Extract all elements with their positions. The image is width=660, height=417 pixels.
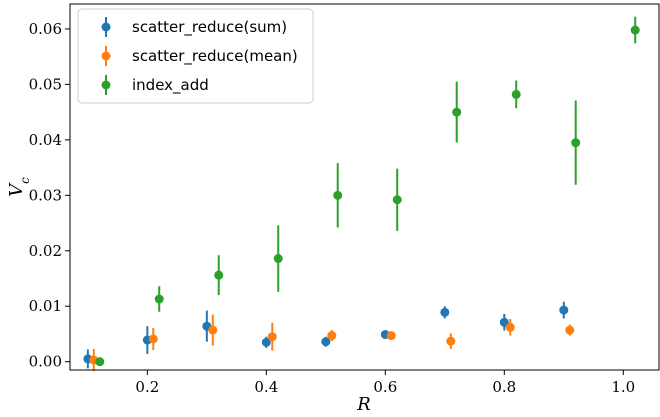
data-point bbox=[273, 254, 283, 264]
y-tick-label: 0.03 bbox=[29, 186, 62, 204]
legend: scatter_reduce(sum) scatter_reduce(mean)i… bbox=[77, 8, 314, 104]
legend-label: scatter_reduce(mean) bbox=[132, 47, 298, 66]
data-point bbox=[214, 270, 224, 280]
data-point bbox=[440, 307, 450, 317]
data-point bbox=[386, 331, 396, 341]
y-tick-label: 0.06 bbox=[29, 20, 62, 38]
series-2 bbox=[89, 314, 575, 372]
legend-label: scatter_reduce(sum) bbox=[132, 18, 287, 37]
y-tick-label: 0.04 bbox=[29, 131, 62, 149]
data-point bbox=[321, 337, 331, 347]
data-point bbox=[95, 357, 105, 367]
legend-label: index_add bbox=[132, 76, 209, 95]
data-point bbox=[392, 195, 402, 205]
y-axis: 0.00 0.01 0.02 0.03 0.04 0.05 0.06 bbox=[29, 20, 70, 371]
data-point bbox=[452, 107, 462, 117]
x-tick-label: 0.6 bbox=[373, 378, 397, 396]
x-axis: 0.2 0.4 0.6 0.8 1.0 bbox=[135, 370, 635, 396]
data-point bbox=[333, 190, 343, 200]
plot-frame bbox=[69, 3, 660, 371]
data-point bbox=[499, 317, 509, 327]
x-tick-label: 0.8 bbox=[492, 378, 516, 396]
series-1 bbox=[83, 301, 569, 369]
x-axis-label: R bbox=[356, 394, 371, 415]
data-point bbox=[571, 138, 581, 148]
data-point bbox=[148, 334, 158, 344]
legend-marker bbox=[101, 22, 111, 32]
plot-area bbox=[83, 16, 640, 372]
legend-marker bbox=[101, 80, 111, 90]
data-point bbox=[505, 322, 515, 332]
y-tick-label: 0.01 bbox=[29, 297, 62, 315]
legend-marker bbox=[101, 51, 111, 61]
data-point bbox=[565, 325, 575, 335]
legend-frame bbox=[77, 8, 314, 104]
series-3 bbox=[95, 16, 640, 367]
x-tick-label: 0.2 bbox=[135, 378, 159, 396]
data-point bbox=[154, 294, 164, 304]
data-point bbox=[208, 325, 218, 335]
data-point bbox=[630, 25, 640, 35]
x-tick-label: 1.0 bbox=[611, 378, 635, 396]
data-point bbox=[267, 332, 277, 342]
data-point bbox=[511, 89, 521, 99]
y-tick-label: 0.02 bbox=[29, 242, 62, 260]
data-point bbox=[261, 337, 271, 347]
data-point bbox=[327, 331, 337, 341]
x-tick-label: 0.4 bbox=[254, 378, 278, 396]
y-tick-label: 0.00 bbox=[29, 353, 62, 371]
y-axis-label: Vc bbox=[6, 177, 32, 197]
data-point bbox=[559, 305, 569, 315]
data-point bbox=[446, 336, 456, 346]
y-tick-label: 0.05 bbox=[29, 75, 62, 93]
